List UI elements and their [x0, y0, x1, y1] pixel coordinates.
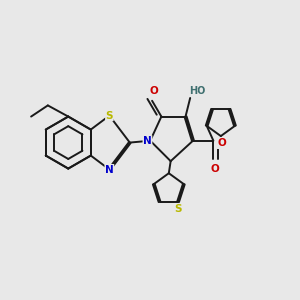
Text: O: O: [211, 164, 220, 174]
Text: S: S: [106, 111, 113, 121]
Text: O: O: [150, 86, 158, 97]
Text: N: N: [143, 136, 152, 146]
Text: HO: HO: [189, 86, 206, 97]
Text: O: O: [218, 139, 226, 148]
Text: N: N: [105, 164, 114, 175]
Text: S: S: [174, 204, 182, 214]
